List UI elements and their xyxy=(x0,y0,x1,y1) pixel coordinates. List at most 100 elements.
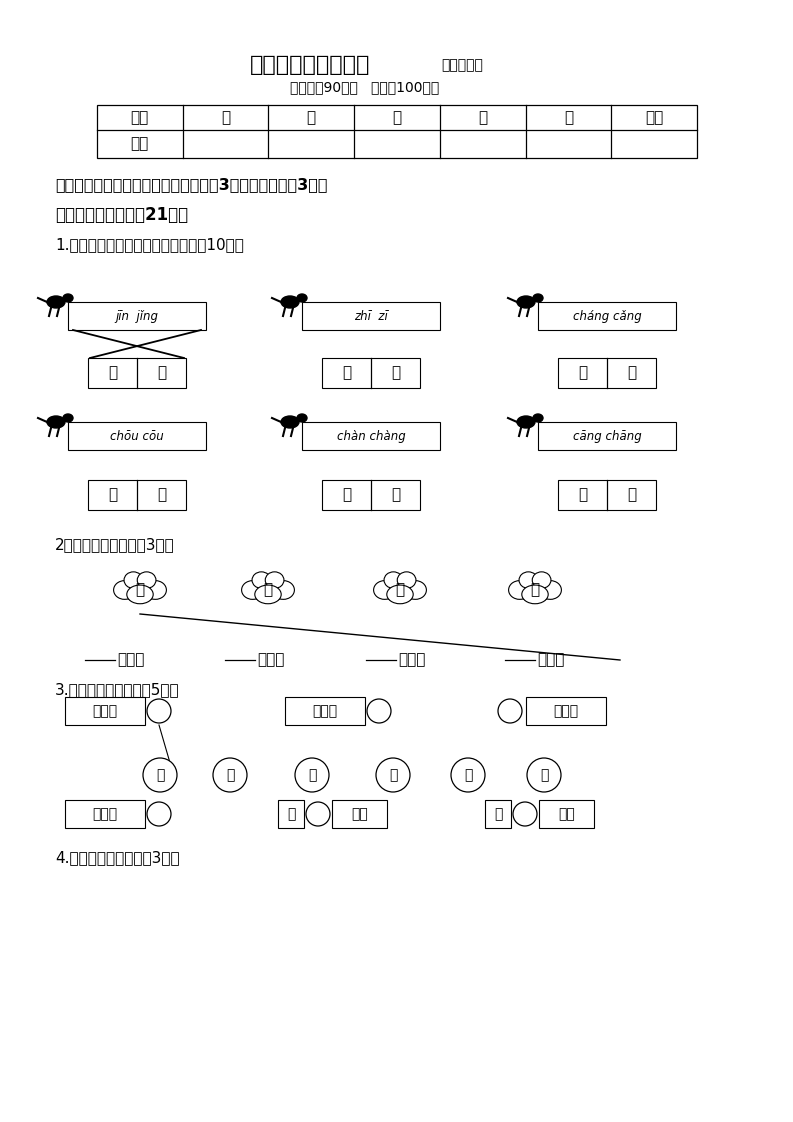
Ellipse shape xyxy=(242,581,263,599)
Text: 总分: 总分 xyxy=(645,110,663,125)
Ellipse shape xyxy=(255,585,282,604)
Text: 虎: 虎 xyxy=(155,767,164,782)
Bar xyxy=(285,697,365,725)
Circle shape xyxy=(306,802,330,826)
Ellipse shape xyxy=(522,585,548,604)
Ellipse shape xyxy=(517,296,535,309)
Ellipse shape xyxy=(374,581,396,599)
Text: 卜: 卜 xyxy=(342,366,351,380)
Text: 题号: 题号 xyxy=(131,110,149,125)
Text: 加: 加 xyxy=(287,807,295,821)
Text: 甘: 甘 xyxy=(391,487,400,503)
Text: 佐: 佐 xyxy=(578,487,587,503)
Ellipse shape xyxy=(127,585,153,604)
Ellipse shape xyxy=(384,572,403,588)
Bar xyxy=(68,422,206,450)
Ellipse shape xyxy=(533,414,543,422)
Text: 垂: 垂 xyxy=(578,366,587,380)
Circle shape xyxy=(513,802,537,826)
Ellipse shape xyxy=(297,414,307,422)
Circle shape xyxy=(451,758,485,792)
Ellipse shape xyxy=(297,294,307,302)
Text: 箱弓ろ: 箱弓ろ xyxy=(93,807,117,821)
Bar xyxy=(526,697,606,725)
Text: 1.把汉字和正确的音节连在一起。（10分）: 1.把汉字和正确的音节连在一起。（10分） xyxy=(55,238,244,252)
Text: 着衣裳: 着衣裳 xyxy=(257,653,285,668)
Text: 五: 五 xyxy=(564,110,573,125)
Ellipse shape xyxy=(63,414,73,422)
Ellipse shape xyxy=(47,416,65,427)
Text: 巨: 巨 xyxy=(627,366,636,380)
Text: 着肚皮: 着肚皮 xyxy=(117,653,144,668)
Bar xyxy=(332,800,387,828)
Text: 害胆ろ: 害胆ろ xyxy=(312,703,338,718)
Text: 评分: 评分 xyxy=(131,137,149,151)
Ellipse shape xyxy=(517,416,535,427)
Bar xyxy=(558,480,656,511)
Bar xyxy=(558,358,656,388)
Ellipse shape xyxy=(517,578,553,603)
Ellipse shape xyxy=(382,578,418,603)
Text: 坡: 坡 xyxy=(396,582,404,598)
Circle shape xyxy=(376,758,410,792)
Text: chàn chàng: chàn chàng xyxy=(336,430,405,442)
Ellipse shape xyxy=(124,572,143,588)
Ellipse shape xyxy=(144,581,167,599)
Bar xyxy=(538,422,676,450)
Bar xyxy=(65,697,145,725)
Circle shape xyxy=(143,758,177,792)
Circle shape xyxy=(147,699,171,723)
Circle shape xyxy=(367,699,391,723)
Text: cāng chāng: cāng chāng xyxy=(573,430,642,442)
Text: 4.照样子，连成句。（3分）: 4.照样子，连成句。（3分） xyxy=(55,850,180,865)
Text: 凤: 凤 xyxy=(308,767,316,782)
Bar xyxy=(302,302,440,330)
Text: chōu cōu: chōu cōu xyxy=(110,430,164,442)
Ellipse shape xyxy=(252,572,270,588)
Bar xyxy=(322,480,420,511)
Circle shape xyxy=(147,802,171,826)
Ellipse shape xyxy=(265,572,284,588)
Text: 一、把字写得漂亮、整洁，你就能得到3分的奖励哦！（3分）: 一、把字写得漂亮、整洁，你就能得到3分的奖励哦！（3分） xyxy=(55,177,328,193)
Ellipse shape xyxy=(397,572,416,588)
Ellipse shape xyxy=(281,296,299,309)
Ellipse shape xyxy=(508,581,531,599)
Bar xyxy=(97,105,697,158)
Text: zhī  zī: zhī zī xyxy=(354,310,388,322)
Text: jīn  jǐng: jīn jǐng xyxy=(116,310,159,322)
Text: 得水: 得水 xyxy=(558,807,575,821)
Text: 龙: 龙 xyxy=(540,767,548,782)
Text: 昂: 昂 xyxy=(627,487,636,503)
Bar xyxy=(65,800,145,828)
Text: cháng cǎng: cháng cǎng xyxy=(573,310,642,322)
Bar xyxy=(88,480,186,511)
Ellipse shape xyxy=(122,578,158,603)
Text: 小学二年级语文试题: 小学二年级语文试题 xyxy=(250,55,370,75)
Text: 飞凤舞: 飞凤舞 xyxy=(554,703,579,718)
Bar xyxy=(539,800,594,828)
Ellipse shape xyxy=(251,578,285,603)
Ellipse shape xyxy=(532,572,551,588)
Text: 畏: 畏 xyxy=(263,582,273,598)
Text: 蜘: 蜘 xyxy=(108,487,117,503)
Bar xyxy=(88,358,186,388)
Text: 一: 一 xyxy=(221,110,230,125)
Text: 色: 色 xyxy=(464,767,472,782)
Text: 二: 二 xyxy=(307,110,316,125)
Text: （时间：90分钟   总分：100分）: （时间：90分钟 总分：100分） xyxy=(290,80,439,94)
Ellipse shape xyxy=(137,572,156,588)
Ellipse shape xyxy=(387,585,413,604)
Text: 誌: 誌 xyxy=(136,582,144,598)
Ellipse shape xyxy=(113,581,136,599)
Bar xyxy=(538,302,676,330)
Text: 四: 四 xyxy=(478,110,487,125)
Ellipse shape xyxy=(519,572,538,588)
Text: 加: 加 xyxy=(494,807,502,821)
Text: 培: 培 xyxy=(108,366,117,380)
Text: 剃: 剃 xyxy=(342,487,351,503)
Text: 步: 步 xyxy=(391,366,400,380)
Text: 卩: 卩 xyxy=(226,767,234,782)
Ellipse shape xyxy=(281,416,299,427)
Circle shape xyxy=(295,758,329,792)
Text: 二、趣味连连看。（21分）: 二、趣味连连看。（21分） xyxy=(55,206,188,224)
